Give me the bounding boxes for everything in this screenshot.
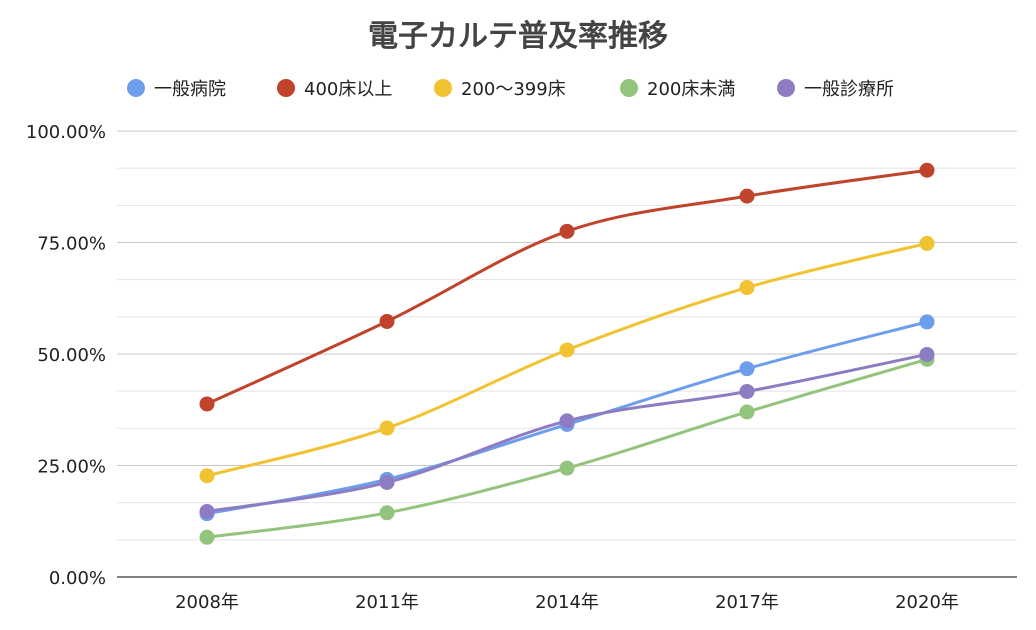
series-line [206, 241, 928, 478]
data-point [739, 383, 755, 399]
x-axis: 2008年 2011年 2014年 2017年 2020年 [175, 592, 959, 613]
data-point [199, 503, 215, 519]
y-tick-label: 75.00% [37, 234, 106, 255]
series-4 [199, 346, 935, 519]
series-3 [199, 351, 935, 545]
data-point [559, 342, 575, 358]
legend-label: 200床未満 [647, 79, 735, 100]
y-tick-label: 50.00% [37, 345, 106, 366]
series-1 [199, 162, 935, 412]
data-point [739, 404, 755, 420]
y-tick-label: 100.00% [26, 122, 106, 143]
legend-marker [127, 79, 145, 97]
x-tick-label: 2017年 [715, 592, 779, 613]
series-2 [199, 235, 935, 484]
legend-marker [620, 79, 638, 97]
data-point [919, 346, 935, 362]
legend-label: 200〜399床 [461, 79, 566, 100]
x-tick-label: 2011年 [355, 592, 419, 613]
data-point [739, 361, 755, 377]
data-point [379, 313, 395, 329]
legend-marker [434, 79, 452, 97]
data-point [559, 460, 575, 476]
data-point [739, 188, 755, 204]
legend-marker [277, 79, 295, 97]
data-point [919, 162, 935, 178]
x-tick-label: 2020年 [895, 592, 959, 613]
legend-label: 400床以上 [304, 79, 392, 100]
x-tick-label: 2014年 [535, 592, 599, 613]
data-point [919, 235, 935, 251]
data-point [379, 420, 395, 436]
legend: 一般病院 400床以上 200〜399床 200床未満 一般診療所 [127, 79, 894, 100]
data-point [559, 223, 575, 239]
chart-title: 電子カルテ普及率推移 [368, 19, 668, 54]
data-point [199, 529, 215, 545]
legend-marker [777, 79, 795, 97]
data-point [379, 474, 395, 490]
data-point [739, 280, 755, 296]
y-tick-label: 0.00% [49, 568, 106, 589]
series-line [206, 352, 928, 513]
x-tick-label: 2008年 [175, 592, 239, 613]
data-point [199, 468, 215, 484]
y-axis: 0.00% 25.00% 50.00% 75.00% 100.00% [26, 122, 106, 589]
series-group [199, 162, 935, 545]
legend-label: 一般診療所 [804, 79, 894, 100]
legend-label: 一般病院 [154, 79, 226, 100]
y-tick-label: 25.00% [37, 457, 106, 478]
data-point [919, 314, 935, 330]
data-point [559, 413, 575, 429]
data-point [379, 505, 395, 521]
data-point [199, 396, 215, 412]
